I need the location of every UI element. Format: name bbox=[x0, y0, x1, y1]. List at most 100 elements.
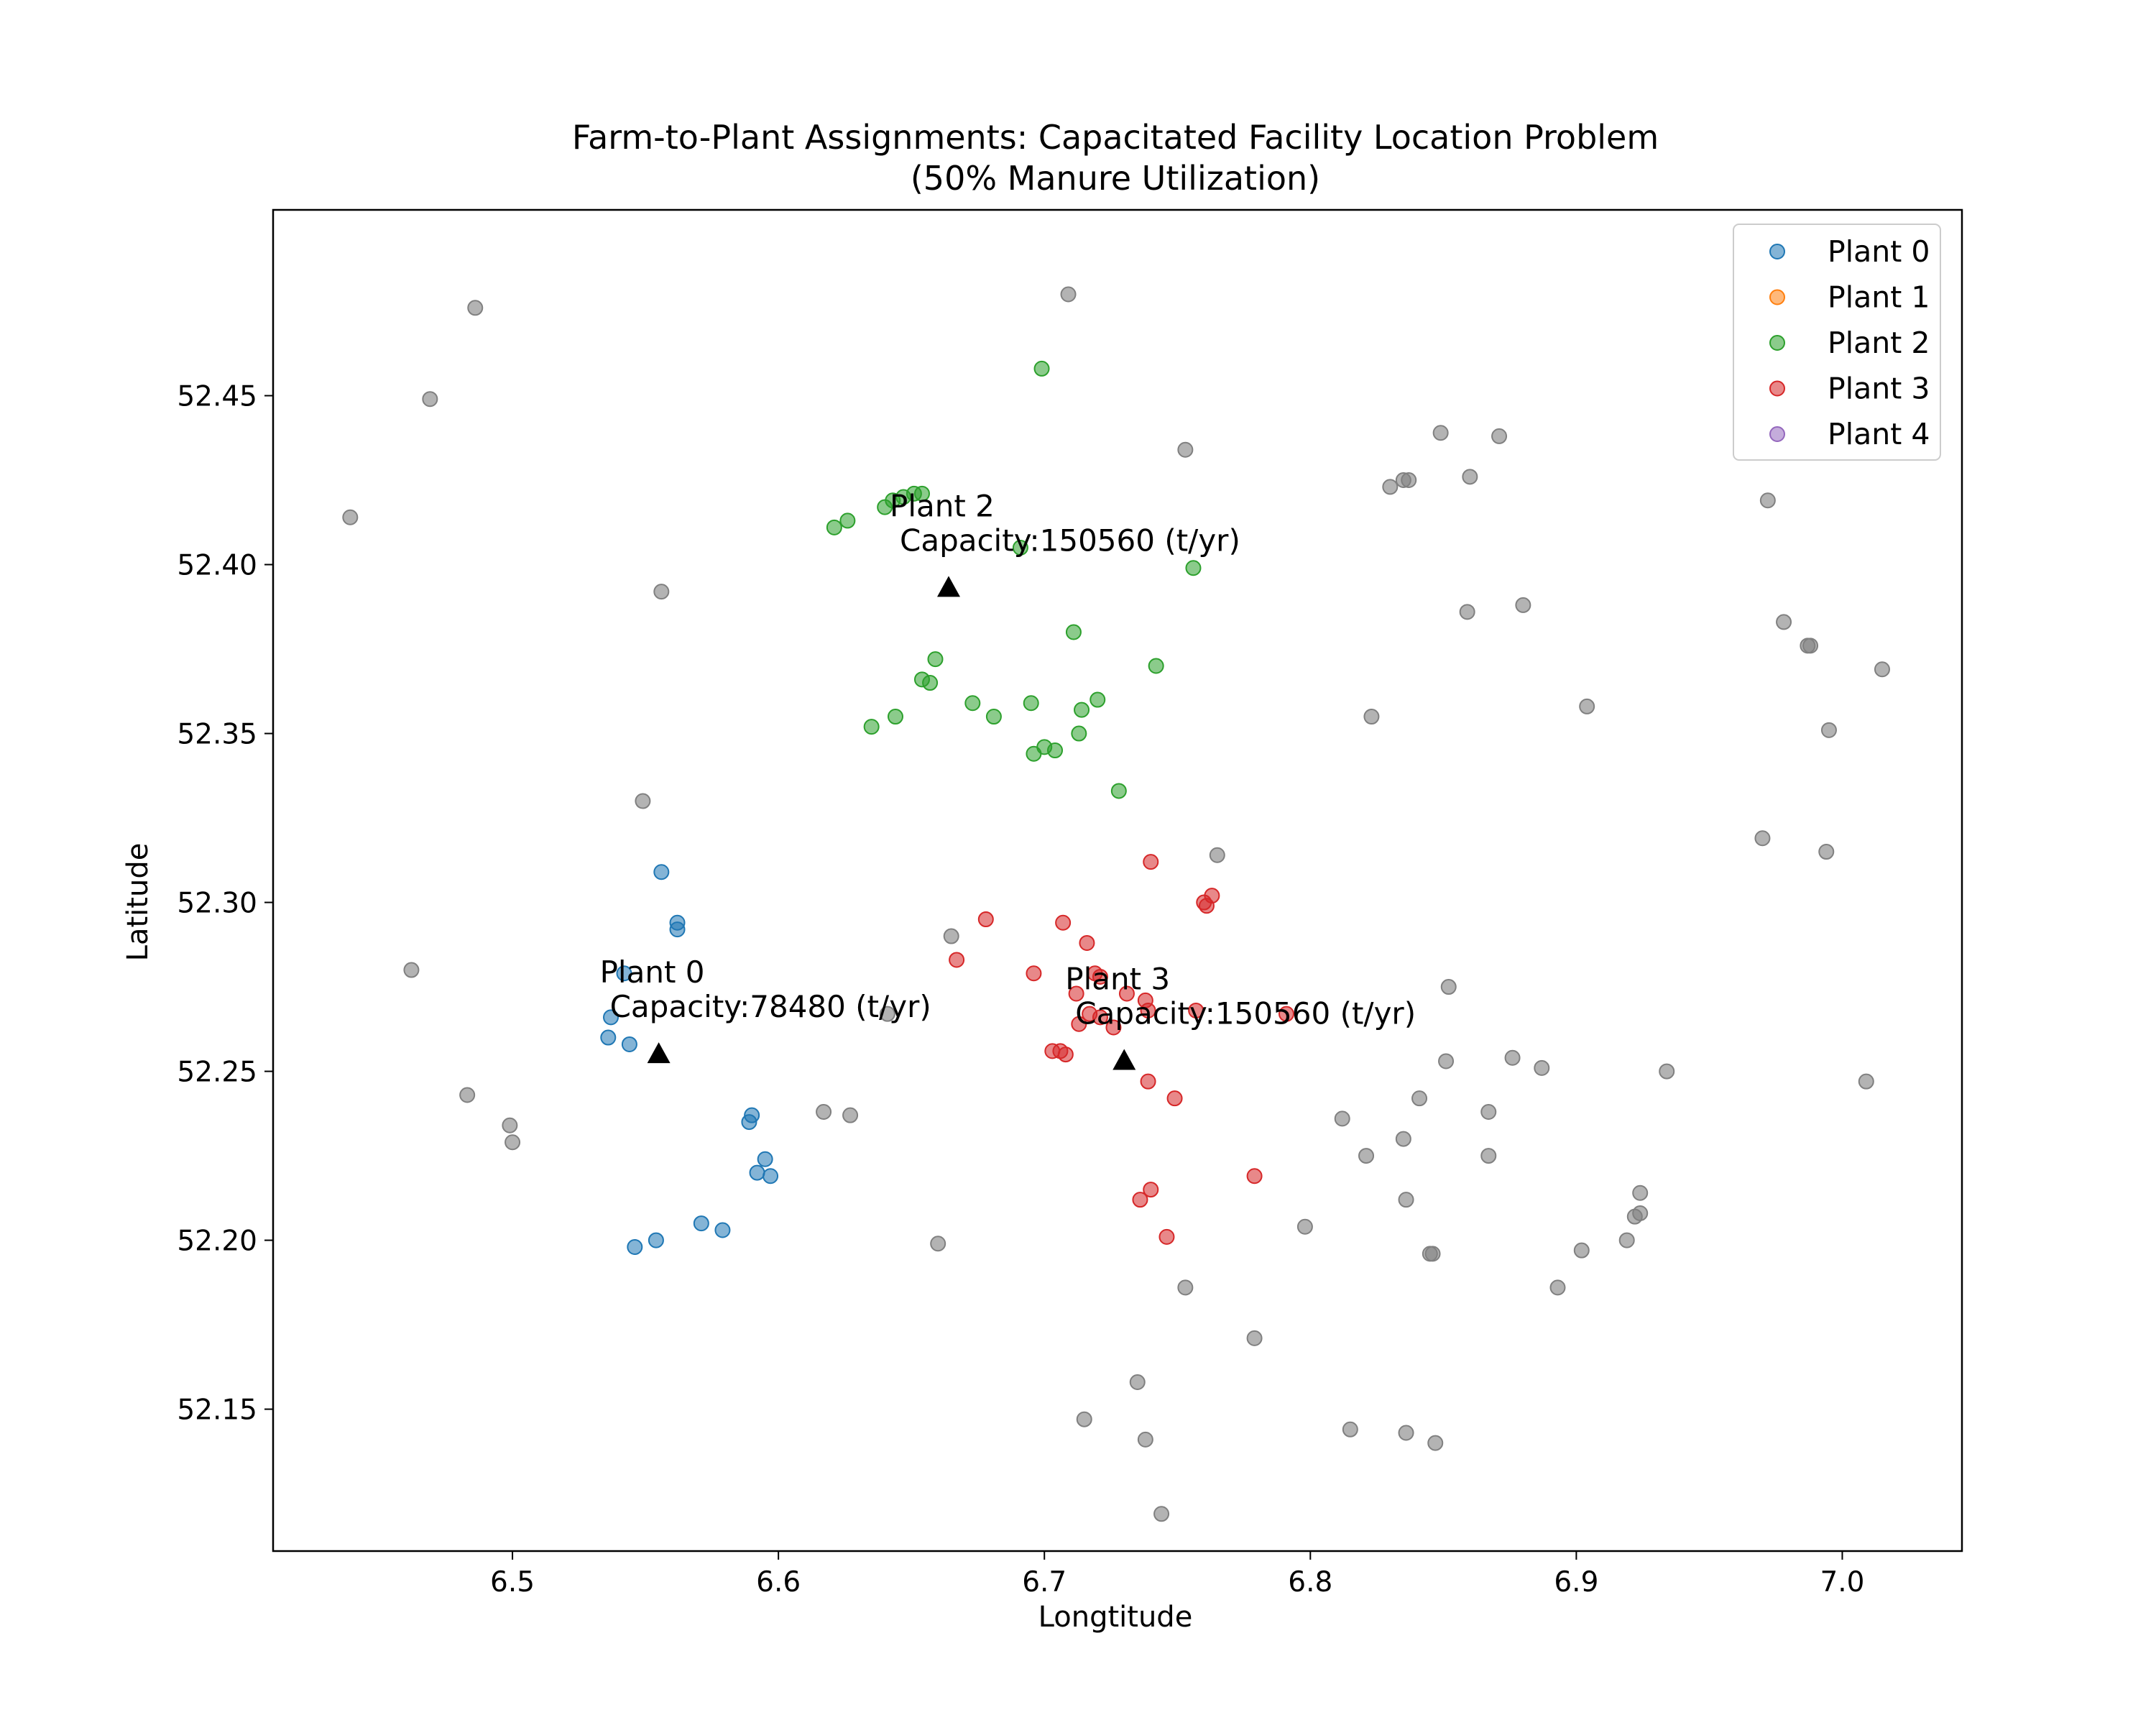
plant-2-farm-point bbox=[863, 719, 880, 735]
plant-2-farm-point bbox=[887, 709, 903, 725]
unassigned-farm-point bbox=[1480, 1148, 1497, 1164]
plant-3-farm-point bbox=[1198, 898, 1215, 914]
legend-marker-plant-3 bbox=[1769, 380, 1785, 397]
points-layer bbox=[342, 286, 1890, 1522]
plant-2-farm-point bbox=[1023, 695, 1039, 712]
plant-0-farm-point bbox=[627, 1238, 643, 1255]
unassigned-farm-point bbox=[1177, 1279, 1194, 1296]
unassigned-farm-point bbox=[1363, 709, 1380, 725]
unassigned-farm-point bbox=[342, 509, 359, 525]
unassigned-farm-point bbox=[1334, 1110, 1350, 1127]
plant-2-farm-point bbox=[927, 651, 944, 668]
plant-3-farm-point bbox=[1079, 934, 1095, 951]
unassigned-farm-point bbox=[1632, 1184, 1649, 1201]
plant-0-farm-point bbox=[648, 1232, 664, 1248]
x-tick-label: 6.5 bbox=[490, 1566, 535, 1598]
y-tick-label: 52.40 bbox=[177, 550, 257, 582]
unassigned-farm-point bbox=[842, 1107, 859, 1123]
plant-0-farm-point bbox=[693, 1215, 709, 1232]
unassigned-farm-point bbox=[1800, 638, 1816, 654]
plant-3-farm-point bbox=[1140, 1002, 1156, 1018]
x-tick-label: 6.9 bbox=[1554, 1566, 1598, 1598]
unassigned-farm-point bbox=[635, 793, 651, 809]
plant-0-farm-point bbox=[616, 965, 632, 982]
plant-2-farm-point bbox=[1148, 658, 1164, 674]
x-tick-label: 6.7 bbox=[1022, 1566, 1067, 1598]
unassigned-farm-point bbox=[1398, 1425, 1414, 1441]
plant-3-farm-point bbox=[1140, 1073, 1156, 1090]
unassigned-farm-point bbox=[879, 1006, 895, 1022]
plant-3-farm-point bbox=[1166, 1090, 1183, 1107]
plant-3-farm-point bbox=[1055, 914, 1072, 931]
unassigned-farm-point bbox=[653, 584, 670, 600]
legend-label-plant-1: Plant 1 bbox=[1828, 280, 1930, 315]
unassigned-farm-point bbox=[1246, 1330, 1263, 1346]
unassigned-farm-point bbox=[1480, 1103, 1497, 1120]
plant-0-farm-point bbox=[603, 1009, 619, 1026]
unassigned-farm-point bbox=[1626, 1208, 1643, 1225]
chart-title: Farm-to-Plant Assignments: Capacitated F… bbox=[572, 118, 1659, 157]
plant-0-farm-point bbox=[763, 1168, 779, 1184]
plant-3-marker bbox=[1112, 1049, 1136, 1070]
plant-2-capacity-label: Capacity:150560 (t/yr) bbox=[900, 523, 1240, 558]
x-tick-label: 6.6 bbox=[756, 1566, 801, 1598]
y-tick-label: 52.25 bbox=[177, 1057, 257, 1089]
plant-3-capacity-label: Capacity:150560 (t/yr) bbox=[1075, 995, 1416, 1031]
plant-3-name-label: Plant 3 bbox=[1065, 961, 1170, 996]
unassigned-farm-point bbox=[1432, 425, 1449, 441]
unassigned-farm-point bbox=[502, 1117, 518, 1133]
unassigned-farm-point bbox=[467, 300, 484, 316]
unassigned-farm-point bbox=[505, 1134, 521, 1151]
x-tick-label: 6.8 bbox=[1288, 1566, 1332, 1598]
unassigned-farm-point bbox=[1874, 661, 1890, 678]
legend-marker-plant-0 bbox=[1769, 244, 1785, 259]
unassigned-farm-point bbox=[422, 391, 438, 408]
plant-0-farm-point bbox=[653, 864, 670, 880]
unassigned-farm-point bbox=[1579, 698, 1595, 714]
unassigned-farm-point bbox=[1858, 1073, 1874, 1090]
plant-0-farm-point bbox=[714, 1222, 731, 1238]
unassigned-farm-point bbox=[1129, 1374, 1146, 1390]
plant-0-farm-point bbox=[757, 1151, 773, 1167]
plant-2-farm-point bbox=[826, 519, 842, 535]
unassigned-farm-point bbox=[1153, 1506, 1170, 1522]
unassigned-farm-point bbox=[1424, 1246, 1441, 1262]
legend-marker-plant-4 bbox=[1769, 426, 1785, 442]
unassigned-farm-point bbox=[1759, 492, 1776, 509]
plant-2-farm-point bbox=[922, 675, 939, 691]
unassigned-farm-point bbox=[1076, 1411, 1092, 1427]
y-tick-label: 52.45 bbox=[177, 381, 257, 413]
plant-3-farm-point bbox=[1246, 1168, 1263, 1184]
plant-0-farm-point bbox=[741, 1114, 757, 1131]
plant-0-marker bbox=[647, 1042, 671, 1064]
plant-3-farm-point bbox=[1092, 1009, 1108, 1026]
unassigned-farm-point bbox=[1549, 1279, 1566, 1296]
unassigned-farm-point bbox=[1618, 1232, 1635, 1248]
legend-label-plant-0: Plant 0 bbox=[1828, 234, 1930, 269]
unassigned-farm-point bbox=[1438, 1053, 1455, 1070]
unassigned-farm-point bbox=[1573, 1242, 1590, 1259]
plant-3-farm-point bbox=[1158, 1228, 1175, 1245]
plant-0-capacity-label: Capacity:78480 (t/yr) bbox=[610, 989, 931, 1024]
x-axis-label: Longtitude bbox=[1038, 1601, 1193, 1634]
plant-0-farm-point bbox=[749, 1164, 765, 1181]
plant-3-farm-point bbox=[1143, 854, 1159, 870]
ticks-layer: 6.5 6.6 6.7 6.8 6.9 7.0 52.15 52.20 52.25 52.30 52… bbox=[177, 381, 1864, 1598]
unassigned-farm-point bbox=[1820, 722, 1837, 738]
legend-label-plant-2: Plant 2 bbox=[1828, 326, 1930, 360]
plant-2-farm-point bbox=[913, 485, 930, 502]
unassigned-farm-point bbox=[1060, 286, 1077, 303]
unassigned-farm-point bbox=[1401, 472, 1417, 489]
chart-subtitle: (50% Manure Utilization) bbox=[911, 159, 1320, 198]
unassigned-farm-point bbox=[1395, 1131, 1411, 1147]
unassigned-farm-point bbox=[943, 928, 959, 944]
unassigned-farm-point bbox=[1776, 614, 1792, 630]
plant-2-farm-point bbox=[1185, 560, 1202, 576]
plant-3-farm-point bbox=[1068, 985, 1084, 1002]
unassigned-farm-point bbox=[1398, 1192, 1414, 1208]
plant-3-farm-point bbox=[1188, 1002, 1204, 1018]
plant-2-farm-point bbox=[1047, 742, 1064, 759]
y-tick-label: 52.30 bbox=[177, 888, 257, 920]
